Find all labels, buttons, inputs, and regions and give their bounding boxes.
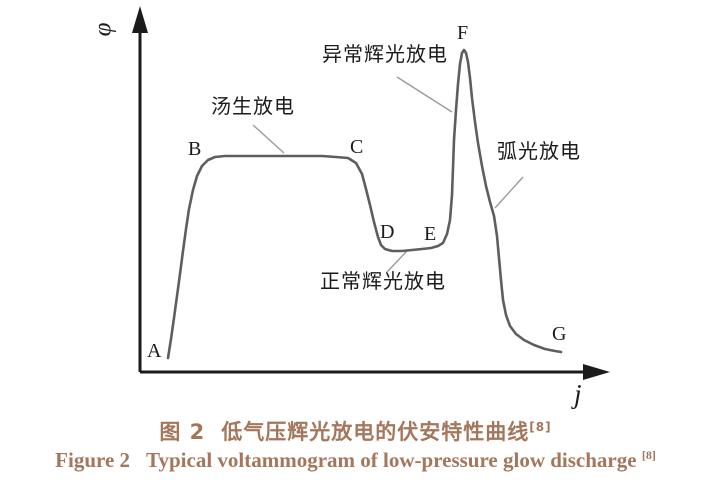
- point-label-d: D: [380, 221, 395, 243]
- point-label-c: C: [350, 136, 364, 158]
- region-label-townsend-discharge: 汤生放电: [211, 96, 295, 118]
- x-axis-label: j: [574, 379, 582, 409]
- point-label-e: E: [424, 223, 437, 245]
- voltammogram-plot: φ j A B C D E F G 汤生放电 正常辉光放电 异常辉光放电 弧光放…: [89, 6, 610, 409]
- y-axis-label: φ: [89, 22, 117, 37]
- caption-en-reference: [8]: [641, 448, 656, 463]
- point-label-g: G: [552, 323, 567, 345]
- figure-caption: 图 2 低气压辉光放电的伏安特性曲线[8] Figure 2 Typical vol…: [0, 419, 711, 475]
- caption-en-prefix: Figure 2: [55, 448, 131, 473]
- caption-zh-title: 低气压辉光放电的伏安特性曲线: [221, 420, 530, 444]
- point-label-b: B: [188, 138, 202, 160]
- point-label-f: F: [457, 22, 469, 44]
- region-label-normal-glow-discharge: 正常辉光放电: [320, 271, 446, 293]
- caption-line-zh: 图 2 低气压辉光放电的伏安特性曲线[8]: [0, 419, 711, 446]
- caption-zh-reference: [8]: [529, 420, 552, 434]
- point-label-a: A: [147, 340, 162, 362]
- region-label-abnormal-glow-discharge: 异常辉光放电: [322, 44, 448, 66]
- caption-en-title: Typical voltammogram of low-pressure glo…: [146, 448, 637, 473]
- plot-canvas: [132, 6, 610, 380]
- region-label-arc-discharge: 弧光放电: [497, 141, 581, 163]
- caption-line-en: Figure 2 Typical voltammogram of low-pres…: [0, 447, 711, 474]
- caption-zh-prefix: 图 2: [159, 420, 206, 444]
